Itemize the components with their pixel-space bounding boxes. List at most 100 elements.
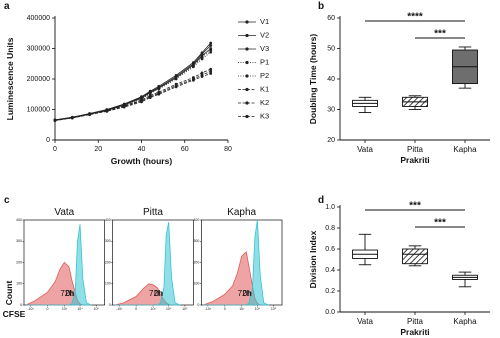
- series-line: [54, 42, 211, 121]
- legend-marker: [245, 47, 249, 51]
- x-axis-label: Growth (hours): [111, 156, 173, 166]
- y-axis-label: Doubling Time (hours): [308, 34, 318, 125]
- data-point: [174, 77, 178, 81]
- y-tick-label: 100000: [27, 106, 50, 113]
- series-line: [54, 51, 211, 121]
- y-tick-label: 0.2: [325, 288, 335, 295]
- x-tick-label: Kapha: [453, 145, 477, 154]
- y-tick-label: 0.4: [325, 267, 335, 274]
- x-tick-label: Vata: [357, 317, 373, 326]
- y-tick-label: 0.8: [325, 225, 335, 232]
- data-point: [200, 57, 204, 61]
- y-tick-label: 200000: [27, 76, 50, 83]
- data-point: [174, 85, 178, 89]
- y-tick-label: 100: [105, 282, 111, 286]
- x-tick-label: 80: [224, 146, 232, 153]
- x-tick-label: 0: [224, 307, 226, 311]
- x-tick-label: 0: [135, 307, 137, 311]
- y-tick-label: 300: [105, 239, 111, 243]
- legend-label: V2: [260, 30, 269, 39]
- x-tick-label: 0: [53, 146, 57, 153]
- series-label: 0h: [154, 289, 163, 298]
- data-point: [200, 71, 204, 75]
- data-point: [174, 73, 178, 77]
- y-axis-label: Luminescence Units: [5, 37, 15, 120]
- x-tick-label: -10³: [27, 307, 34, 311]
- y-tick-label: 300: [16, 239, 22, 243]
- data-point: [192, 65, 195, 69]
- x-tick-label: Kapha: [453, 317, 477, 326]
- data-point: [209, 50, 213, 54]
- series-line: [54, 68, 211, 121]
- data-point: [200, 51, 204, 55]
- legend-label: K2: [260, 98, 269, 107]
- histogram-area: [26, 224, 92, 306]
- data-point: [192, 78, 195, 82]
- series-line: [54, 49, 211, 121]
- y-tick-label: 400000: [27, 15, 50, 22]
- y-tick-label: 20: [327, 137, 335, 144]
- x-tick-label: 10³: [151, 307, 157, 311]
- panel-letter: c: [4, 195, 10, 206]
- data-point: [148, 96, 152, 100]
- y-tick-label: 200: [193, 260, 199, 264]
- data-point: [192, 61, 195, 64]
- data-point: [53, 118, 57, 122]
- data-point: [105, 109, 109, 113]
- y-tick-label: 1.0: [325, 204, 335, 211]
- legend-label: P2: [260, 71, 269, 80]
- y-tick-label: 30: [327, 106, 335, 113]
- significance-label: ***: [434, 218, 446, 229]
- y-tick-label: 40: [327, 76, 335, 83]
- y-tick-label: 60: [327, 15, 335, 22]
- x-tick-label: 10³: [62, 307, 68, 311]
- series-label: 72h: [60, 289, 73, 298]
- legend-label: V3: [260, 44, 269, 53]
- subplot-title: Kapha: [227, 207, 256, 218]
- panel-letter: d: [318, 195, 324, 206]
- x-tick-label: Pitta: [407, 145, 424, 154]
- x-tick-label: -10³: [116, 307, 123, 311]
- series-label: 72h: [149, 289, 162, 298]
- y-tick-label: 400: [105, 218, 111, 222]
- data-point: [200, 75, 204, 78]
- legend-marker: [245, 74, 249, 78]
- data-point: [209, 48, 213, 52]
- legend-marker: [245, 33, 249, 38]
- data-point: [209, 44, 213, 47]
- data-point: [148, 94, 152, 97]
- data-point: [209, 67, 213, 71]
- y-tick-label: 400: [193, 218, 199, 222]
- legend-marker: [245, 60, 249, 65]
- x-tick-label: Pitta: [407, 317, 424, 326]
- x-tick-label: -10³: [205, 307, 212, 311]
- data-point: [122, 104, 126, 108]
- panel-letter: b: [318, 1, 324, 12]
- legend-marker: [245, 101, 249, 105]
- x-axis-label: Prakriti: [400, 155, 429, 165]
- y-tick-label: 0: [46, 137, 50, 144]
- y-tick-label: 200: [16, 260, 22, 264]
- x-tick-label: 10⁴: [166, 307, 172, 311]
- significance-label: ****: [407, 12, 423, 23]
- y-tick-label: 300000: [27, 45, 50, 52]
- y-tick-label: 100: [193, 282, 199, 286]
- series-line: [54, 48, 211, 121]
- x-tick-label: 10⁴: [77, 307, 83, 311]
- data-point: [88, 112, 91, 116]
- subplot-title: Pitta: [143, 207, 163, 218]
- legend-label: K1: [260, 84, 269, 93]
- x-axis-label: Prakriti: [400, 327, 429, 337]
- y-tick-label: 0: [197, 303, 199, 307]
- y-tick-label: 50: [327, 45, 335, 52]
- panel-letter: a: [4, 1, 10, 12]
- legend-label: V1: [260, 17, 269, 26]
- box: [402, 248, 428, 265]
- data-point: [157, 87, 161, 91]
- x-tick-label: 10⁵: [182, 307, 188, 311]
- subplot-title: Vata: [54, 207, 74, 218]
- legend-marker: [245, 114, 249, 119]
- legend-marker: [245, 87, 249, 92]
- y-tick-label: 400: [16, 218, 22, 222]
